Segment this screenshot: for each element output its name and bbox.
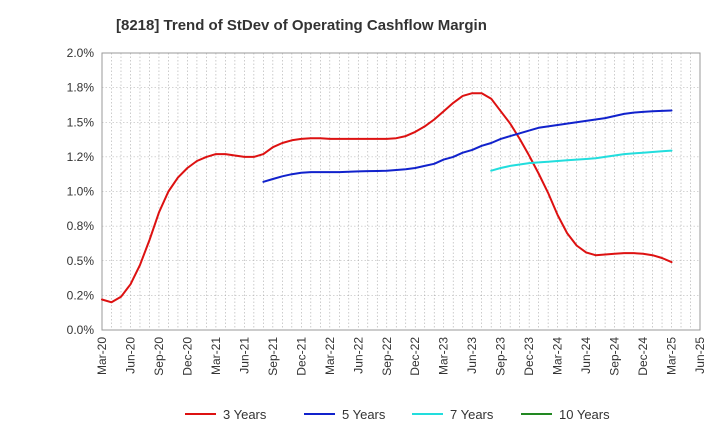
x-tick-label: Jun-22 bbox=[351, 337, 365, 374]
x-tick-label: Sep-23 bbox=[494, 337, 508, 376]
series-line-1 bbox=[101, 92, 673, 304]
x-tick-label: Sep-24 bbox=[608, 337, 622, 376]
x-tick-label: Mar-22 bbox=[323, 337, 337, 375]
legend-label-3: 7 Years bbox=[450, 407, 494, 422]
chart-title: [8218] Trend of StDev of Operating Cashf… bbox=[116, 17, 487, 34]
x-tick-label: Mar-20 bbox=[95, 337, 109, 375]
y-tick-label: 1.2% bbox=[67, 150, 95, 164]
x-tick-label: Mar-24 bbox=[551, 337, 565, 375]
x-tick-label: Dec-22 bbox=[408, 337, 422, 376]
x-tick-label: Jun-23 bbox=[465, 337, 479, 374]
x-tick-label: Mar-21 bbox=[209, 337, 223, 375]
y-tick-label: 0.5% bbox=[67, 254, 95, 268]
x-tick-label: Dec-20 bbox=[180, 337, 194, 376]
x-tick-label: Jun-21 bbox=[237, 337, 251, 374]
y-tick-label: 0.2% bbox=[67, 288, 95, 302]
x-tick-label: Dec-21 bbox=[294, 337, 308, 376]
series-line-3 bbox=[490, 149, 673, 172]
plot-border bbox=[101, 52, 701, 331]
plot-area: 0.0% 0.2% 0.5% 0.8% 1.0% 1.2% 1.5% 1.8% 2.0% Mar-… bbox=[67, 46, 707, 376]
x-tick-label: Sep-22 bbox=[380, 337, 394, 376]
x-tick-label: Jun-25 bbox=[693, 337, 707, 374]
x-tick-label: Mar-23 bbox=[437, 337, 451, 375]
x-tick-label: Dec-23 bbox=[522, 337, 536, 376]
x-tick-label: Sep-21 bbox=[266, 337, 280, 376]
y-tick-label: 0.8% bbox=[67, 219, 95, 233]
y-tick-label: 1.8% bbox=[67, 81, 95, 95]
x-tick-label: Jun-24 bbox=[579, 337, 593, 374]
y-tick-label: 0.0% bbox=[67, 323, 95, 337]
x-tick-label: Sep-20 bbox=[152, 337, 166, 376]
x-tick-label: Jun-20 bbox=[123, 337, 137, 374]
y-tick-label: 2.0% bbox=[67, 46, 95, 60]
legend-label-2: 5 Years bbox=[342, 407, 386, 422]
legend-label-4: 10 Years bbox=[559, 407, 610, 422]
legend: 3 Years 5 Years 7 Years 10 Years bbox=[185, 407, 610, 422]
y-tick-label: 1.0% bbox=[67, 185, 95, 199]
x-tick-label: Mar-25 bbox=[665, 337, 679, 375]
legend-label-1: 3 Years bbox=[223, 407, 267, 422]
series-line-2 bbox=[262, 109, 673, 183]
x-tick-label: Dec-24 bbox=[636, 337, 650, 376]
y-tick-label: 1.5% bbox=[67, 115, 95, 129]
